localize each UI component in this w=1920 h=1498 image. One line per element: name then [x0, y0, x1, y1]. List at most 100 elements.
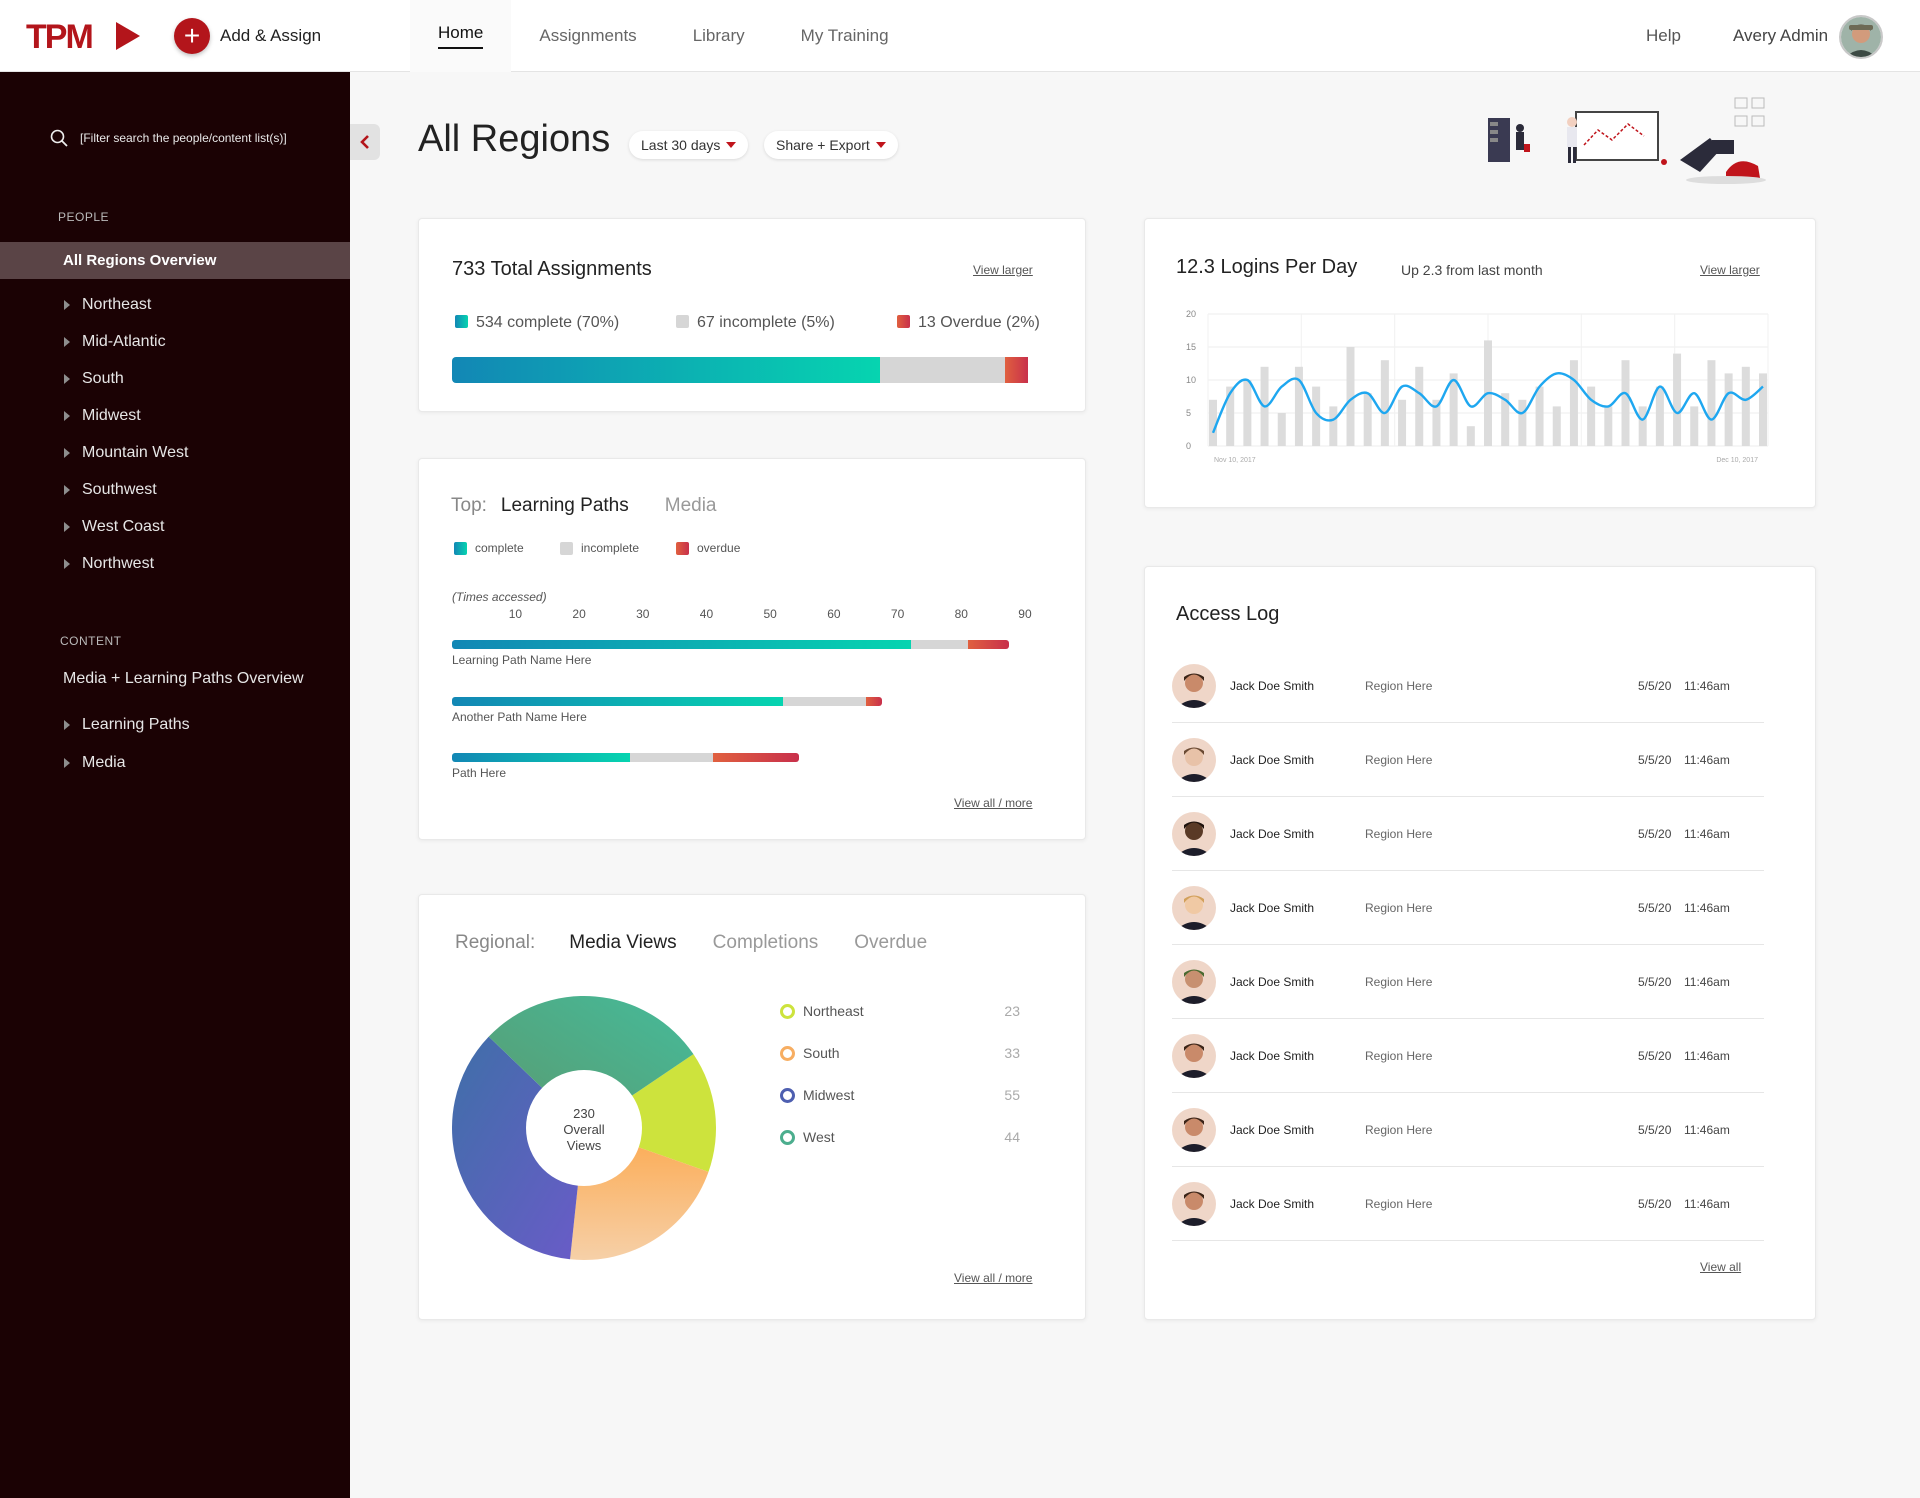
access-log-row[interactable]: Jack Doe Smith Region Here 5/5/20 11:46am: [1172, 871, 1764, 945]
tab-media[interactable]: Media: [664, 495, 717, 516]
sidebar-item-mountain-west[interactable]: Mountain West: [64, 444, 188, 462]
donut-legend-northeast[interactable]: Northeast: [780, 1003, 864, 1019]
logins-bar[interactable]: [1655, 386, 1664, 446]
sidebar-item-mid-atlantic[interactable]: Mid-Atlantic: [64, 333, 166, 351]
tpm-logo[interactable]: TPM: [26, 18, 142, 54]
logins-bar[interactable]: [1432, 399, 1441, 446]
access-log-view-all-link[interactable]: View all: [1700, 1260, 1742, 1274]
logins-bar[interactable]: [1346, 347, 1355, 446]
y-tick-label: 10: [1186, 375, 1196, 385]
sidebar-item-learning-paths[interactable]: Learning Paths: [64, 716, 190, 734]
donut-legend-midwest[interactable]: Midwest: [780, 1087, 854, 1103]
search-placeholder[interactable]: [Filter search the people/content list(s…: [80, 131, 287, 145]
donut-legend-west[interactable]: West: [780, 1129, 835, 1145]
access-log-row[interactable]: Jack Doe Smith Region Here 5/5/20 11:46am: [1172, 945, 1764, 1019]
logins-view-larger-link[interactable]: View larger: [1700, 263, 1760, 277]
user-name[interactable]: Avery Admin: [1733, 26, 1829, 45]
logins-bar[interactable]: [1226, 386, 1235, 446]
nav-assignments[interactable]: Assignments: [539, 26, 637, 45]
logins-bar[interactable]: [1449, 373, 1458, 446]
tab-learning-paths[interactable]: Learning Paths: [500, 495, 629, 516]
path-bar[interactable]: [452, 753, 800, 762]
sidebar-item-south[interactable]: South: [64, 370, 124, 388]
date-range-select[interactable]: Last 30 days: [629, 131, 749, 159]
user-avatar[interactable]: [1839, 15, 1883, 59]
logins-bar[interactable]: [1415, 366, 1424, 446]
logins-bar[interactable]: [1759, 373, 1767, 446]
access-log-row[interactable]: Jack Doe Smith Region Here 5/5/20 11:46am: [1172, 649, 1764, 723]
logins-bar[interactable]: [1673, 353, 1682, 446]
access-log-row[interactable]: Jack Doe Smith Region Here 5/5/20 11:46am: [1172, 1093, 1764, 1167]
logins-bar[interactable]: [1329, 406, 1338, 446]
path-name[interactable]: Another Path Name Here: [452, 710, 587, 724]
logins-bar[interactable]: [1209, 399, 1217, 446]
sidebar-item-midwest[interactable]: Midwest: [64, 407, 141, 425]
access-log-row[interactable]: Jack Doe Smith Region Here 5/5/20 11:46am: [1172, 797, 1764, 871]
expand-icon: [64, 448, 70, 458]
logins-bar[interactable]: [1587, 386, 1596, 446]
logins-card: [1144, 218, 1816, 508]
regional-donut-chart: 230 Overall Views: [452, 996, 716, 1260]
help-link[interactable]: Help: [1646, 26, 1681, 45]
logins-bar[interactable]: [1380, 360, 1389, 446]
logins-bar[interactable]: [1398, 399, 1407, 446]
donut-slice-northeast[interactable]: [584, 1054, 716, 1172]
ring-icon: [780, 1003, 795, 1019]
avatar: [1172, 811, 1216, 856]
logins-bar[interactable]: [1466, 426, 1475, 446]
collapse-sidebar-button[interactable]: [350, 124, 380, 160]
logins-bar[interactable]: [1569, 360, 1578, 446]
logins-bar[interactable]: [1707, 360, 1716, 446]
assignments-view-larger-link[interactable]: View larger: [973, 263, 1033, 277]
path-name[interactable]: Path Here: [452, 766, 507, 780]
logins-bar[interactable]: [1535, 386, 1544, 446]
sidebar-item-southwest[interactable]: Southwest: [64, 481, 157, 499]
nav-home[interactable]: Home: [410, 0, 512, 72]
logins-bar[interactable]: [1243, 380, 1252, 446]
logins-bar[interactable]: [1518, 399, 1527, 446]
logins-bar[interactable]: [1741, 366, 1750, 446]
logins-bar[interactable]: [1724, 373, 1733, 446]
sidebar-item-content-overview[interactable]: Media + Learning Paths Overview: [63, 670, 304, 687]
top-view-all-link[interactable]: View all / more: [954, 796, 1033, 810]
regional-view-all-link[interactable]: View all / more: [954, 1271, 1033, 1285]
share-export-button[interactable]: Share + Export: [764, 131, 898, 159]
logins-bar[interactable]: [1604, 406, 1613, 446]
logo-arrow: [116, 22, 140, 50]
sidebar-item-media[interactable]: Media: [64, 754, 126, 772]
logins-bar[interactable]: [1294, 366, 1303, 446]
logins-bar[interactable]: [1690, 406, 1699, 446]
sidebar-item-northwest[interactable]: Northwest: [64, 555, 154, 573]
tab-media-views[interactable]: Media Views: [569, 932, 677, 953]
logins-bar[interactable]: [1638, 406, 1647, 446]
logins-bar[interactable]: [1363, 393, 1372, 446]
tab-completions[interactable]: Completions: [712, 932, 819, 953]
logins-bar[interactable]: [1312, 386, 1321, 446]
tab-overdue[interactable]: Overdue: [854, 932, 928, 953]
logins-bar[interactable]: [1552, 406, 1561, 446]
path-bar[interactable]: [452, 697, 882, 706]
nav-library[interactable]: Library: [692, 26, 745, 45]
logins-bar[interactable]: [1277, 413, 1286, 446]
logins-bar[interactable]: [1621, 360, 1630, 446]
path-bar[interactable]: [452, 640, 1010, 649]
donut-slice-midwest[interactable]: [452, 1036, 584, 1260]
logins-title: 12.3 Logins Per Day: [1176, 256, 1358, 278]
access-log-row[interactable]: Jack Doe Smith Region Here 5/5/20 11:46am: [1172, 1019, 1764, 1093]
access-log-row[interactable]: Jack Doe Smith Region Here 5/5/20 11:46am: [1172, 723, 1764, 797]
path-name[interactable]: Learning Path Name Here: [452, 653, 592, 667]
y-tick-label: 0: [1186, 441, 1191, 451]
nav-my-training[interactable]: My Training: [800, 26, 889, 45]
access-log-row[interactable]: Jack Doe Smith Region Here 5/5/20 11:46am: [1172, 1167, 1764, 1241]
sidebar-item-northeast[interactable]: Northeast: [64, 296, 151, 314]
sidebar-item-west-coast[interactable]: West Coast: [64, 518, 164, 536]
donut-legend-south[interactable]: South: [780, 1045, 840, 1061]
expand-icon: [64, 337, 70, 347]
logins-bar[interactable]: [1501, 393, 1510, 446]
stat-complete: 534 complete (70%): [455, 314, 619, 332]
add-assign-button[interactable]: + Add & Assign: [174, 17, 321, 55]
legend-complete: complete: [454, 541, 524, 555]
sidebar-item-all-regions[interactable]: All Regions Overview: [0, 242, 350, 279]
sidebar-search[interactable]: [Filter search the people/content list(s…: [50, 129, 287, 147]
donut-slice-west[interactable]: [488, 996, 694, 1128]
